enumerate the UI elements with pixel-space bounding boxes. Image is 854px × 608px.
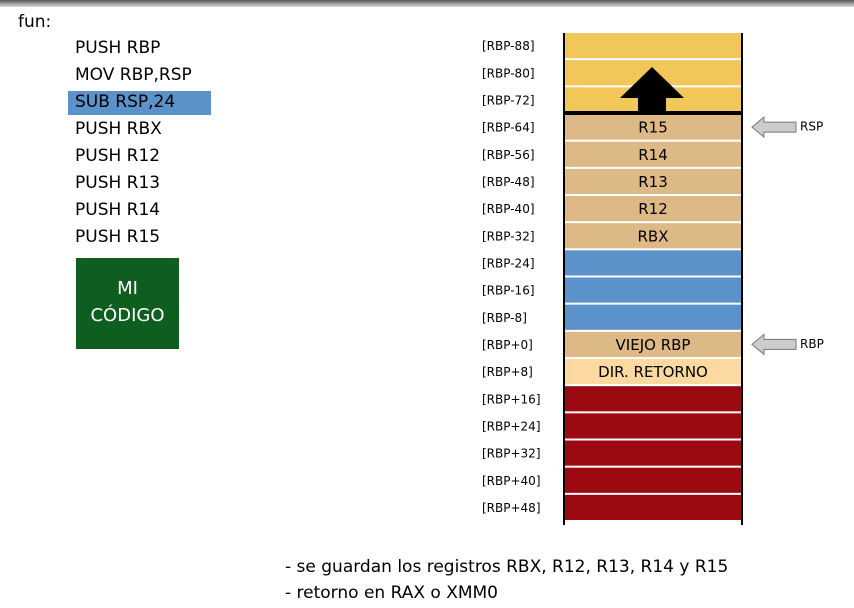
offset-label: [RBP+48]: [482, 501, 541, 515]
slot-label: DIR. RETORNO: [598, 363, 708, 381]
offset-label: [RBP-32]: [482, 229, 535, 243]
offset-label: [RBP+24]: [482, 419, 541, 433]
stack-slot: [564, 277, 742, 303]
stack-slot: [564, 168, 742, 194]
stack-slot: [564, 413, 742, 439]
code-line: PUSH R12: [75, 146, 160, 166]
code-line: PUSH RBX: [75, 119, 162, 139]
offset-label: [RBP+0]: [482, 338, 533, 352]
stack-slot: [564, 386, 742, 412]
offset-label: [RBP-48]: [482, 175, 535, 189]
code-line: PUSH R15: [75, 227, 160, 247]
offset-label: [RBP-72]: [482, 93, 535, 107]
note: - retorno en RAX o XMM0: [285, 583, 498, 603]
slot-label: VIEJO RBP: [616, 336, 691, 354]
code-line: PUSH R13: [75, 173, 160, 193]
offset-label: [RBP-24]: [482, 256, 535, 270]
offset-label: [RBP+8]: [482, 365, 533, 379]
offset-label: [RBP-16]: [482, 284, 535, 298]
pointer-arrow: [751, 116, 797, 139]
code-block-text: MI: [117, 278, 138, 299]
slot-label: R12: [638, 200, 668, 218]
stack-slot: [564, 331, 742, 357]
code-line: PUSH R14: [75, 200, 160, 220]
top-bar: [0, 0, 854, 7]
stack-slot: [564, 114, 742, 140]
highlight: [68, 91, 211, 115]
offset-label: [RBP-64]: [482, 121, 535, 135]
code-line: PUSH RBP: [75, 38, 160, 58]
stack-slot: [564, 33, 742, 59]
code-block-text: CÓDIGO: [90, 304, 164, 326]
stack-slot: [564, 304, 742, 330]
pointer-arrow: [751, 333, 797, 356]
offset-label: [RBP-40]: [482, 202, 535, 216]
code-line: MOV RBP,RSP: [75, 65, 192, 85]
stack-slot: [564, 440, 742, 466]
function-label: fun:: [18, 12, 51, 32]
slot-label: R15: [638, 119, 668, 137]
offset-label: [RBP+40]: [482, 474, 541, 488]
pointer-label: RBP: [800, 337, 824, 351]
offset-label: [RBP-56]: [482, 148, 535, 162]
growth-arrow: [620, 67, 684, 113]
offset-label: [RBP-88]: [482, 39, 535, 53]
slot-label: RBX: [638, 227, 669, 245]
note: - se guardan los registros RBX, R12, R13…: [285, 557, 728, 577]
stack-slot: [564, 494, 742, 520]
pointer-label: RSP: [800, 120, 823, 134]
slot-label: R14: [638, 146, 668, 164]
stack-slot: [564, 196, 742, 222]
stack-slot: [564, 467, 742, 493]
code-block: [76, 258, 179, 349]
stack-slot: [564, 223, 742, 249]
offset-label: [RBP-80]: [482, 66, 535, 80]
slot-label: R13: [638, 173, 668, 191]
offset-label: [RBP+32]: [482, 447, 541, 461]
code-line: SUB RSP,24: [75, 92, 175, 112]
stack-slot: [564, 250, 742, 276]
offset-label: [RBP+16]: [482, 392, 541, 406]
stack-slot: [564, 141, 742, 167]
offset-label: [RBP-8]: [482, 311, 527, 325]
stack-slot: [564, 359, 742, 385]
